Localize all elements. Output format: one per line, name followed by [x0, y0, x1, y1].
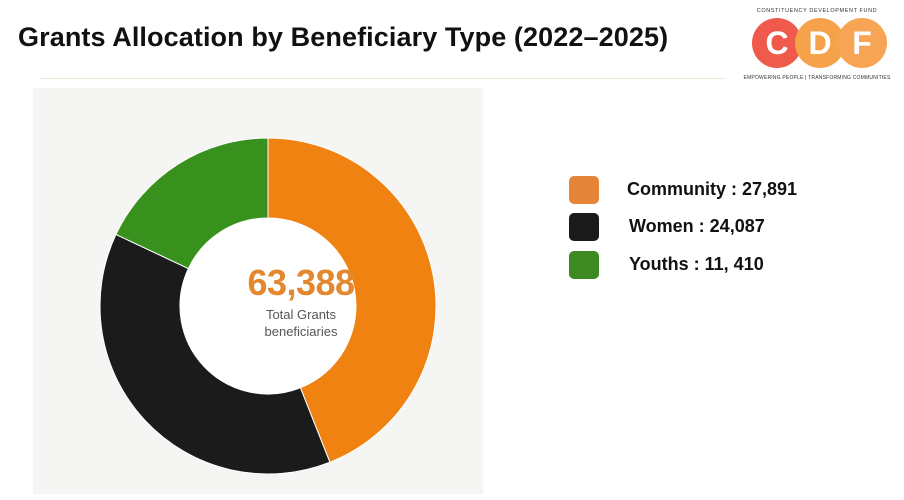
center-label-line-1: Total Grants: [265, 307, 337, 322]
legend-label-women: Women : 24,087: [629, 216, 765, 236]
legend-item-women: Women : 24,087: [569, 213, 869, 243]
legend-item-community: Community : 27,891: [569, 176, 869, 206]
legend-label-youths: Youths : 11, 410: [629, 254, 764, 274]
logo-tagline: EMPOWERING PEOPLE | TRANSFORMING COMMUNI…: [743, 75, 891, 81]
legend-swatch-youths: [569, 251, 599, 279]
legend-swatch-women: [569, 213, 599, 241]
logo-letter-d: D: [795, 18, 845, 68]
total-beneficiaries-label: Total Grants beneficiaries: [201, 306, 401, 340]
chart-panel: 63,388 Total Grants beneficiaries: [33, 88, 483, 494]
donut-hole: [180, 218, 356, 394]
center-label-line-2: beneficiaries: [264, 324, 338, 339]
logo-top-text: CONSTITUENCY DEVELOPMENT FUND: [756, 8, 878, 14]
total-beneficiaries-value: 63,388: [247, 262, 355, 303]
logo-letter-c: C: [752, 18, 802, 68]
cdf-logo: CONSTITUENCY DEVELOPMENT FUND C D F EMPO…: [736, 6, 898, 88]
legend-label-community: Community : 27,891: [627, 179, 798, 199]
title-divider: [40, 78, 725, 79]
page-title: Grants Allocation by Beneficiary Type (2…: [18, 22, 669, 52]
donut-chart: [99, 137, 437, 475]
logo-letter-f: F: [837, 18, 887, 68]
legend-item-youths: Youths : 11, 410: [569, 251, 869, 281]
legend-swatch-community: [569, 176, 599, 204]
